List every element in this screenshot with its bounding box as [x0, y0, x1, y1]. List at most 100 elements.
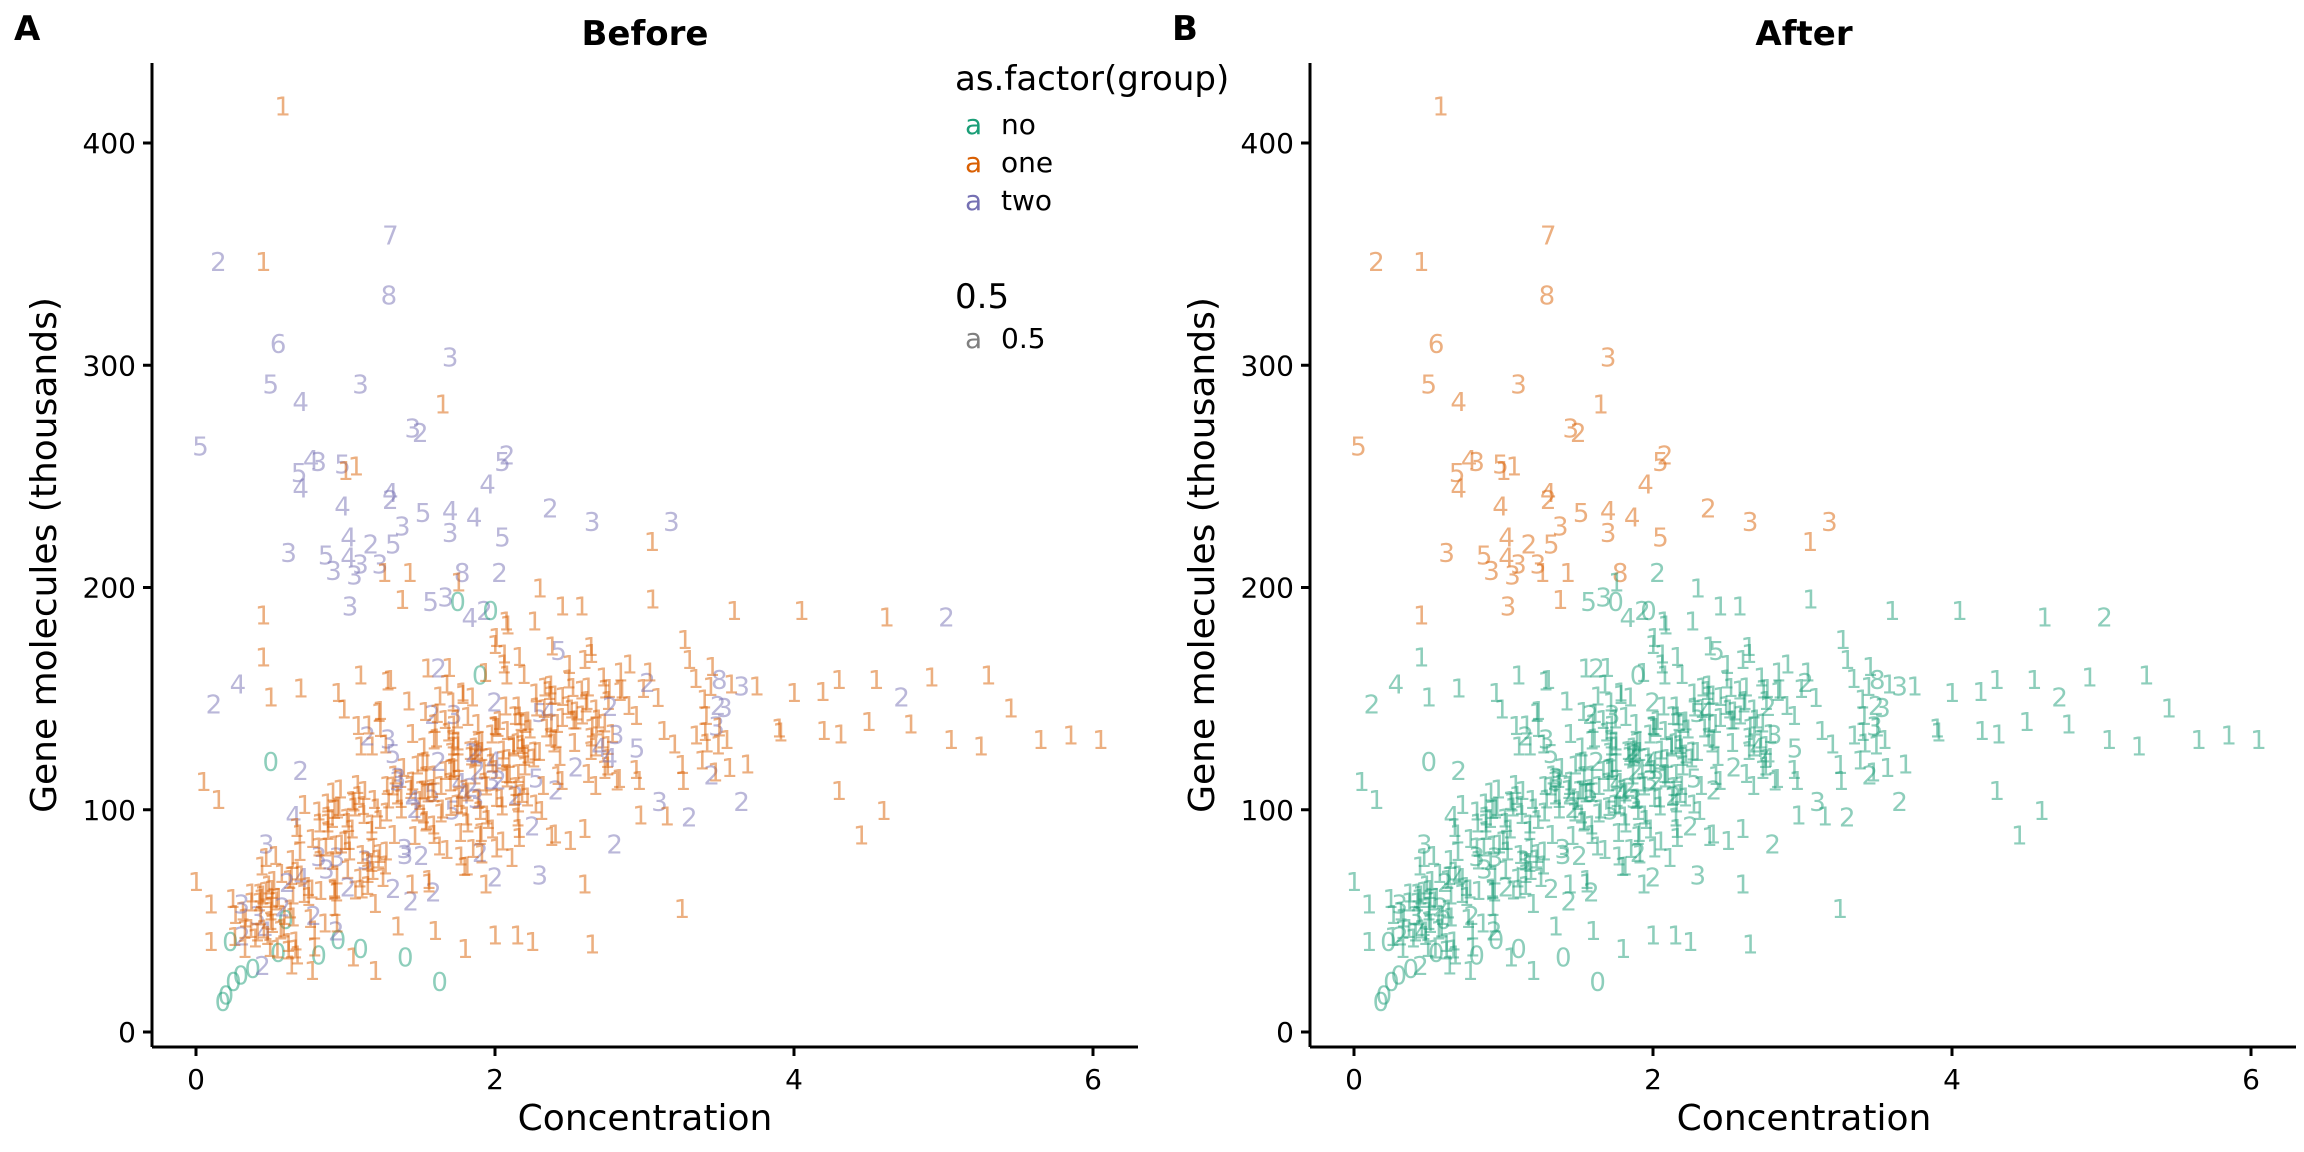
y-tick-label: 0 — [118, 1016, 136, 1049]
data-point: 1 — [296, 791, 313, 821]
data-point: 1 — [1464, 917, 1481, 947]
data-point: 1 — [1638, 806, 1655, 836]
data-point: 1 — [1353, 768, 1370, 798]
data-point: 1 — [1767, 768, 1784, 798]
data-point: 1 — [444, 688, 461, 718]
data-point: 1 — [1535, 852, 1552, 882]
data-point: 1 — [311, 810, 328, 840]
data-point: 1 — [1741, 724, 1758, 754]
data-point: 0 — [222, 928, 239, 958]
data-point: 1 — [1491, 830, 1508, 860]
data-point: 1 — [418, 762, 435, 792]
data-point: 1 — [254, 881, 271, 911]
data-point: 1 — [1709, 743, 1726, 773]
data-point: 1 — [491, 707, 508, 737]
data-point: 1 — [1667, 729, 1684, 759]
data-point: 1 — [1413, 248, 1430, 278]
data-point: 1 — [1395, 905, 1412, 935]
data-point: 1 — [493, 784, 510, 814]
data-point: 4 — [1498, 544, 1515, 574]
data-point: 1 — [613, 676, 630, 706]
data-point: 1 — [1686, 694, 1703, 724]
data-point: 2 — [424, 701, 441, 731]
data-point: 2 — [524, 813, 541, 843]
data-point: 1 — [464, 684, 481, 714]
data-point: 1 — [560, 666, 577, 696]
y-axis-title: Gene molecules (thousands) — [24, 297, 65, 813]
data-point: 1 — [255, 601, 272, 631]
data-point: 4 — [1609, 769, 1626, 799]
legend: as.factor(group) a no a one a two 0.5 a … — [955, 59, 1229, 355]
data-point: 1 — [1701, 682, 1718, 712]
data-point: 1 — [324, 779, 341, 809]
data-point: 1 — [1523, 835, 1540, 865]
data-point: 1 — [1440, 896, 1457, 926]
data-point: 1 — [1441, 862, 1458, 892]
data-point: 1 — [378, 798, 395, 828]
data-point: 1 — [349, 771, 366, 801]
data-point: 1 — [596, 756, 613, 786]
data-point: 1 — [433, 800, 450, 830]
data-point: 1 — [262, 897, 279, 927]
data-point: 1 — [1786, 702, 1803, 732]
data-point: 1 — [1512, 841, 1529, 871]
data-point: 1 — [1793, 675, 1810, 705]
data-point: 1 — [1608, 569, 1625, 599]
data-point: 1 — [538, 715, 555, 745]
data-point: 1 — [861, 708, 878, 738]
data-point: 1 — [980, 661, 997, 691]
data-point: 3 — [1742, 508, 1759, 538]
data-point: 1 — [1499, 827, 1516, 857]
data-point: 1 — [2011, 821, 2028, 851]
data-point: 3 — [1510, 550, 1527, 580]
data-point: 1 — [1862, 653, 1879, 683]
data-point: 0 — [277, 906, 294, 936]
data-point: 8 — [1539, 281, 1556, 311]
data-point: 1 — [547, 820, 564, 850]
data-point: 1 — [562, 827, 579, 857]
data-point: 2 — [412, 419, 429, 449]
data-point: 1 — [771, 715, 788, 745]
data-point: 1 — [262, 934, 279, 964]
data-point: 2 — [1623, 739, 1640, 769]
data-point: 1 — [1552, 586, 1569, 616]
data-point: 3 — [1766, 721, 1783, 751]
data-point: 1 — [1410, 879, 1427, 909]
panel-tag-a: A — [14, 9, 41, 49]
data-point: 1 — [681, 646, 698, 676]
data-point: 1 — [393, 785, 410, 815]
data-point: 2 — [1543, 875, 1560, 905]
data-point: 2 — [1570, 419, 1587, 449]
data-point: 1 — [1642, 749, 1659, 779]
data-point: 1 — [253, 885, 270, 915]
data-point: 1 — [459, 703, 476, 733]
data-point: 1 — [1503, 944, 1520, 974]
data-point: 3 — [258, 830, 275, 860]
data-point: 1 — [1495, 827, 1512, 857]
data-point: 1 — [473, 819, 490, 849]
data-point: 4 — [1415, 918, 1432, 948]
data-point: 1 — [1652, 793, 1669, 823]
data-point: 1 — [1409, 889, 1426, 919]
y-tick-label: 200 — [1241, 572, 1294, 605]
data-point: 1 — [1608, 765, 1625, 795]
data-point: 1 — [1628, 710, 1645, 740]
data-point: 1 — [1707, 762, 1724, 792]
data-point: 1 — [1645, 756, 1662, 786]
data-point: 1 — [1537, 667, 1554, 697]
data-point: 1 — [535, 772, 552, 802]
data-point: 1 — [1757, 752, 1774, 782]
data-point: 1 — [524, 928, 541, 958]
data-point: 1 — [379, 667, 396, 697]
data-point: 1 — [253, 853, 270, 883]
data-point: 1 — [425, 811, 442, 841]
data-point: 1 — [1525, 957, 1542, 987]
data-point: 1 — [1741, 633, 1758, 663]
data-point: 7 — [382, 221, 399, 251]
data-point: 5 — [334, 450, 351, 480]
data-point: 1 — [923, 664, 940, 694]
data-point: 1 — [1855, 718, 1872, 748]
data-point: 5 — [494, 524, 511, 554]
data-point: 2 — [234, 922, 251, 952]
data-point: 1 — [597, 676, 614, 706]
